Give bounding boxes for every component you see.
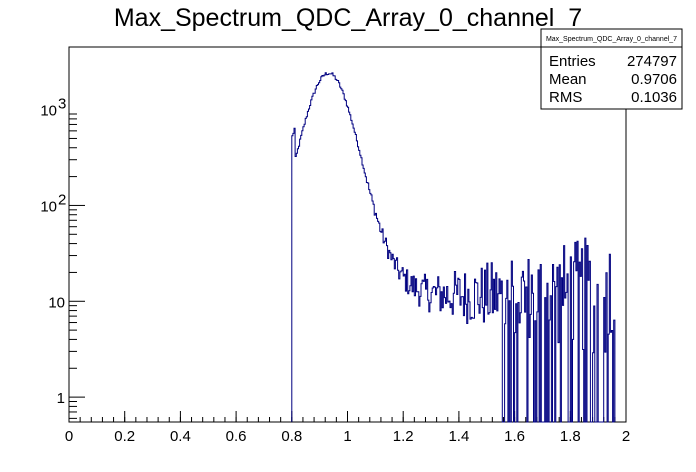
x-tick-label: 0.6 [226,428,247,445]
stats-mean-value: 0.9706 [631,71,677,88]
stats-box: Max_Spectrum_QDC_Array_0_channel_7 Entri… [540,28,683,110]
stats-box-title: Max_Spectrum_QDC_Array_0_channel_7 [546,36,677,43]
histogram-series [291,72,616,423]
y-tick-label: 1 [57,390,65,407]
x-tick-label: 0.8 [281,428,302,445]
stats-entries-value: 274797 [627,53,677,70]
stats-entries-label: Entries [549,53,596,70]
stats-box-border [540,28,683,110]
x-tick-label: 0 [65,428,73,445]
x-tick-label: 1.4 [448,428,469,445]
x-tick-label: 1.8 [560,428,581,445]
y-tick-label-exponent: 3 [58,96,66,113]
x-tick-label: 1.2 [393,428,414,445]
x-tick-label: 1 [343,428,351,445]
y-tick-label: 10 [40,103,57,120]
chart-title: Max_Spectrum_QDC_Array_0_channel_7 [114,4,582,32]
stats-rms-value: 0.1036 [631,89,677,106]
y-tick-label: 10 [48,294,65,311]
y-tick-label: 10 [40,198,57,215]
y-tick-label-exponent: 2 [58,191,66,208]
x-tick-label: 0.4 [170,428,191,445]
x-tick-label: 1.6 [504,428,525,445]
stats-rms-label: RMS [549,89,582,106]
x-tick-label: 2 [622,428,630,445]
stats-mean-label: Mean [549,71,587,88]
x-tick-label: 0.2 [114,428,135,445]
